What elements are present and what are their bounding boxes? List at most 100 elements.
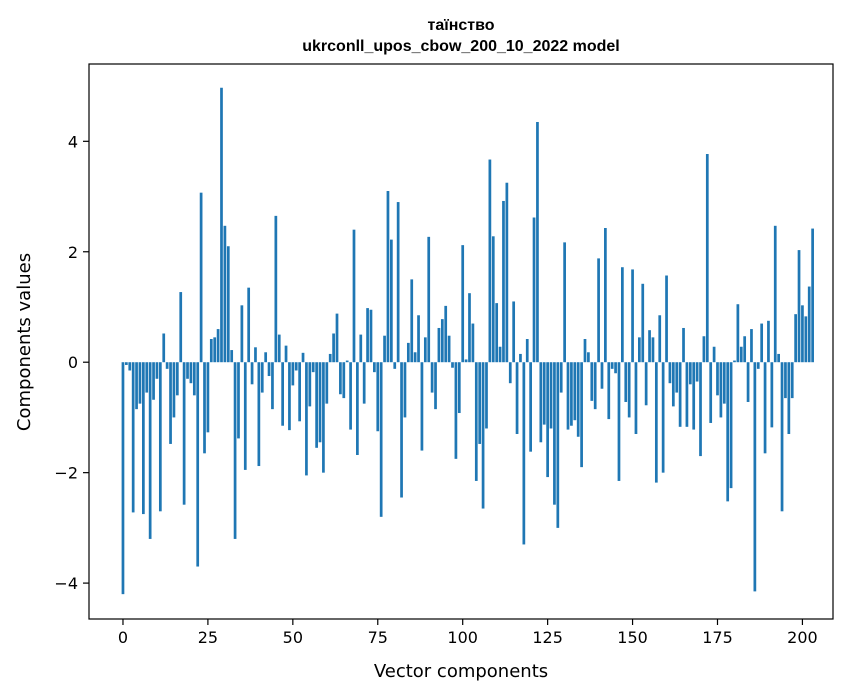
- bar: [529, 362, 532, 452]
- bar: [811, 228, 814, 363]
- bar: [661, 362, 665, 473]
- bar: [230, 350, 234, 363]
- bar: [165, 362, 169, 369]
- bar: [692, 362, 696, 430]
- bar: [600, 362, 604, 389]
- bar: [695, 362, 699, 382]
- bar: [777, 353, 780, 363]
- x-axis-label: Vector components: [374, 661, 548, 682]
- x-axis-ticks: 0 25 50 75 100 125 150 175 200: [118, 619, 818, 647]
- bar: [356, 362, 359, 455]
- bar: [417, 315, 420, 363]
- x-tick-label: 200: [787, 628, 818, 647]
- y-tick-label: −2: [54, 464, 78, 483]
- bar: [722, 362, 726, 404]
- bar: [260, 362, 264, 393]
- bar: [519, 353, 522, 363]
- x-tick-label: 150: [617, 628, 648, 647]
- bar: [349, 362, 352, 430]
- bar: [243, 362, 247, 470]
- x-tick-label: 125: [532, 628, 563, 647]
- bar: [362, 362, 366, 404]
- bar: [142, 362, 145, 515]
- bar: [175, 362, 179, 396]
- bar: [780, 362, 784, 512]
- bar: [624, 362, 628, 402]
- y-axis-label: Components values: [14, 253, 35, 431]
- bar: [512, 301, 516, 363]
- bar: [787, 362, 791, 434]
- chart-title-line-1: таїнство: [427, 17, 494, 34]
- bar: [352, 229, 356, 363]
- bar: [573, 362, 577, 421]
- bar: [716, 362, 719, 396]
- bar: [345, 360, 349, 363]
- bar: [621, 267, 624, 363]
- bar: [457, 362, 461, 414]
- bar: [665, 275, 668, 363]
- bar: [481, 362, 485, 509]
- bar: [471, 323, 475, 363]
- bar: [223, 225, 227, 363]
- chart-title: таїнство ukrconll_upos_cbow_200_10_2022 …: [302, 17, 619, 55]
- bar: [240, 305, 244, 363]
- bar: [522, 362, 526, 545]
- bar: [485, 362, 488, 429]
- bar: [186, 362, 189, 379]
- bar: [125, 362, 128, 365]
- bar: [576, 362, 580, 437]
- bar: [760, 323, 764, 363]
- bar: [403, 362, 407, 418]
- bar: [322, 362, 325, 473]
- bar: [685, 362, 689, 427]
- bar: [644, 362, 648, 406]
- bar: [746, 362, 750, 402]
- bar: [733, 360, 736, 363]
- bar: [549, 362, 553, 429]
- bar: [678, 362, 682, 427]
- bar: [383, 335, 386, 363]
- bar: [254, 347, 257, 363]
- bar: [454, 362, 458, 459]
- y-tick-label: 2: [68, 243, 78, 262]
- bar: [250, 362, 254, 385]
- bar: [736, 304, 740, 363]
- bar: [155, 362, 159, 379]
- bar: [423, 337, 427, 363]
- bar: [420, 362, 424, 451]
- bar: [145, 362, 149, 393]
- bar: [366, 308, 369, 363]
- bar: [196, 362, 200, 567]
- bar: [580, 362, 583, 468]
- x-tick-label: 175: [702, 628, 733, 647]
- bar: [216, 329, 220, 363]
- x-tick-label: 100: [447, 628, 478, 647]
- bar: [373, 362, 376, 373]
- bar: [332, 333, 335, 363]
- bar: [128, 362, 132, 371]
- bar: [305, 362, 308, 476]
- bar: [288, 362, 291, 431]
- plot-frame: [88, 63, 834, 620]
- bar: [753, 362, 757, 592]
- bar: [648, 330, 651, 363]
- bar: [699, 362, 702, 457]
- bar: [614, 362, 617, 374]
- bar: [671, 362, 675, 407]
- bar: [597, 258, 600, 363]
- bar: [464, 359, 468, 363]
- bar: [770, 362, 774, 428]
- bar: [750, 329, 753, 363]
- bar: [237, 362, 240, 439]
- bar: [461, 245, 465, 363]
- bar: [702, 336, 706, 363]
- bar: [390, 239, 393, 363]
- bar: [182, 362, 186, 505]
- y-tick-label: −4: [54, 574, 78, 593]
- bar: [536, 121, 539, 363]
- bar: [444, 305, 448, 363]
- bar: [794, 314, 797, 363]
- bar: [525, 339, 529, 363]
- bar: [505, 182, 509, 363]
- bar: [437, 327, 441, 363]
